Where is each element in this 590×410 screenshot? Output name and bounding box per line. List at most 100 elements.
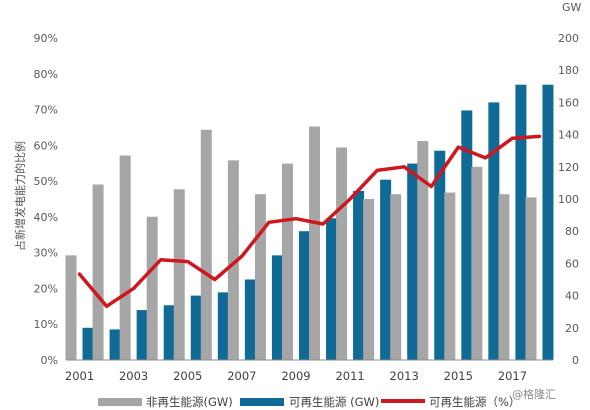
line-point (240, 254, 244, 258)
bar-nonrenewable (65, 255, 77, 360)
bar-nonrenewable (471, 166, 483, 360)
line-point (429, 184, 433, 188)
bar-nonrenewable (444, 192, 456, 360)
bar-renewable (488, 102, 500, 361)
right-tick-label: 40 (565, 290, 579, 303)
bar-nonrenewable (498, 194, 510, 360)
bar-nonrenewable (309, 126, 321, 360)
bar-renewable (461, 110, 473, 360)
left-tick-label: 80% (34, 68, 58, 81)
bar-nonrenewable (146, 216, 158, 360)
x-tick-label: 2013 (390, 369, 419, 383)
bar-renewable (109, 329, 121, 360)
bar-nonrenewable (417, 141, 429, 360)
x-tick-label: 2001 (65, 369, 94, 383)
bar-renewable (163, 305, 175, 360)
bar-renewable (217, 292, 229, 360)
bar-renewable (515, 84, 527, 360)
bar-nonrenewable (200, 129, 212, 360)
right-tick-label: 20 (565, 322, 579, 335)
legend-swatch-renewable-share (381, 399, 425, 403)
line-series (77, 134, 542, 309)
line-point (510, 136, 514, 140)
bar-renewable (136, 310, 148, 360)
line-renewable-share (77, 134, 542, 309)
left-tick-label: 0% (41, 354, 58, 367)
line-point (78, 272, 82, 276)
bar-renewable (380, 179, 392, 360)
left-tick-label: 20% (34, 282, 58, 295)
right-axis-ticks: 0 20 40 60 80 100 120 140 160 180 200 (558, 32, 579, 367)
line-point (105, 304, 109, 308)
x-tick-label: 2017 (498, 369, 527, 383)
bar-renewable (326, 218, 338, 360)
legend-label-nonrenewable: 非再生能源(GW) (146, 395, 233, 409)
x-tick-label: 2011 (335, 369, 364, 383)
bar-nonrenewable (363, 199, 375, 360)
left-axis-ticks: 0% 10% 20% 30% 40% 50% 60% 70% 80% 90% (34, 32, 58, 367)
bar-nonrenewable (254, 194, 266, 360)
line-point (294, 217, 298, 221)
bar-renewable (190, 295, 202, 360)
bar-nonrenewable (92, 184, 104, 360)
line-point (402, 165, 406, 169)
legend-swatch-nonrenewable (98, 398, 142, 406)
bar-renewable (244, 279, 256, 360)
line-point (375, 168, 379, 172)
right-tick-label: 160 (558, 96, 579, 109)
x-tick-label: 2007 (227, 369, 256, 383)
bar-marks (65, 84, 554, 361)
x-tick-label: 2015 (444, 369, 473, 383)
right-tick-label: 0 (572, 354, 579, 367)
bar-nonrenewable (281, 163, 293, 360)
line-point (537, 134, 541, 138)
bar-renewable (298, 231, 310, 360)
line-point (267, 220, 271, 224)
right-tick-label: 200 (558, 32, 579, 45)
bar-renewable (434, 150, 446, 360)
left-tick-label: 10% (34, 318, 58, 331)
line-point (186, 260, 190, 264)
x-tick-label: 2003 (119, 369, 148, 383)
left-tick-label: 30% (34, 247, 58, 260)
line-point (159, 258, 163, 262)
bar-renewable (407, 163, 419, 360)
line-point (132, 286, 136, 290)
right-tick-label: 140 (558, 129, 579, 142)
bar-nonrenewable (173, 189, 185, 360)
left-tick-label: 60% (34, 139, 58, 152)
legend-label-renewable: 可再生能源 (GW) (289, 395, 379, 409)
left-tick-label: 70% (34, 104, 58, 117)
watermark: @格隆汇 (512, 387, 556, 401)
bar-nonrenewable (336, 147, 348, 360)
legend-label-renewable-share: 可再生能源（%） (429, 395, 520, 409)
line-point (321, 222, 325, 226)
right-tick-label: 180 (558, 64, 579, 77)
x-axis-ticks: 2001 2003 2005 2007 2009 2011 2013 2015 2017 (65, 369, 527, 383)
legend-swatch-renewable (240, 398, 284, 406)
right-axis-label: GW (562, 1, 582, 14)
line-point (348, 197, 352, 201)
bar-renewable (271, 255, 283, 360)
right-tick-label: 120 (558, 161, 579, 174)
bar-nonrenewable (227, 160, 239, 360)
line-point (483, 156, 487, 160)
right-tick-label: 80 (565, 225, 579, 238)
left-tick-label: 50% (34, 175, 58, 188)
left-axis-label: 占新增发电能力的比例 (13, 141, 27, 251)
bar-nonrenewable (390, 194, 402, 360)
bar-renewable (82, 327, 94, 360)
bar-nonrenewable (119, 155, 131, 360)
right-tick-label: 60 (565, 257, 579, 270)
x-tick-label: 2005 (173, 369, 202, 383)
legend: 非再生能源(GW) 可再生能源 (GW) 可再生能源（%） (98, 395, 520, 409)
left-tick-label: 90% (34, 32, 58, 45)
right-tick-label: 100 (558, 193, 579, 206)
line-point (213, 278, 217, 281)
bar-renewable (353, 190, 365, 360)
line-point (456, 145, 460, 149)
bar-renewable (542, 84, 554, 360)
x-tick-label: 2009 (281, 369, 310, 383)
